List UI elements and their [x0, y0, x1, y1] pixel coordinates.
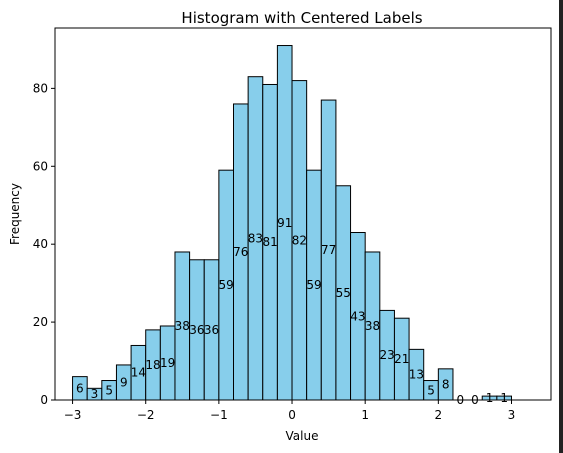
bar-value-label: 36: [189, 323, 204, 337]
y-axis-label: Frequency: [8, 183, 22, 245]
bar-value-label: 9: [120, 375, 128, 389]
chart-title: Histogram with Centered Labels: [181, 9, 422, 27]
bar-value-label: 13: [409, 368, 424, 382]
window-edge: [559, 0, 563, 453]
bar-value-label: 59: [219, 278, 234, 292]
bar-value-label: 6: [76, 381, 84, 395]
bar-value-label: 8: [442, 377, 450, 391]
bar-value-label: 1: [500, 391, 508, 405]
bar-value-label: 19: [160, 356, 175, 370]
x-tick-label: 1: [361, 408, 369, 422]
axes-frame: [54, 27, 552, 401]
y-tick-label: 20: [33, 315, 48, 329]
bar-value-label: 18: [145, 358, 160, 372]
x-tick-label: 0: [288, 408, 296, 422]
y-axis-ticks: 0 20 40 60 80: [33, 81, 55, 407]
bar-value-label: 55: [336, 286, 351, 300]
x-tick-label: −3: [64, 408, 82, 422]
bar-value-label: 5: [427, 383, 435, 397]
bar-value-label: 38: [365, 319, 380, 333]
bar-value-label: 43: [350, 309, 365, 323]
bar-value-label: 21: [394, 352, 409, 366]
y-tick-label: 40: [33, 237, 48, 251]
x-tick-label: −1: [210, 408, 228, 422]
bar-value-label: 82: [292, 233, 307, 247]
x-tick-label: 3: [508, 408, 516, 422]
bar-value-label: 23: [379, 348, 394, 362]
bar-value-label: 1: [486, 391, 494, 405]
bar-value-label: 77: [321, 243, 336, 257]
x-axis-ticks: −3 −2 −1 0 1 2 3: [64, 400, 516, 422]
y-tick-label: 60: [33, 159, 48, 173]
y-tick-label: 80: [33, 81, 48, 95]
x-axis-label: Value: [286, 429, 319, 443]
bar-value-label: 38: [175, 319, 190, 333]
histogram-bars: [72, 45, 512, 401]
bar-value-label: 59: [306, 278, 321, 292]
bar-value-label: 36: [204, 323, 219, 337]
bar-value-label: 3: [91, 387, 99, 401]
x-tick-label: 2: [435, 408, 443, 422]
bar-value-label: 91: [277, 216, 292, 230]
y-tick-label: 0: [40, 393, 48, 407]
bar-value-label: 81: [262, 235, 277, 249]
bar-value-label: 76: [233, 245, 248, 259]
bar-value-label: 83: [248, 231, 263, 245]
x-tick-label: −2: [137, 408, 155, 422]
bar-value-label: 14: [131, 366, 146, 380]
bar-value-label: 5: [105, 383, 113, 397]
